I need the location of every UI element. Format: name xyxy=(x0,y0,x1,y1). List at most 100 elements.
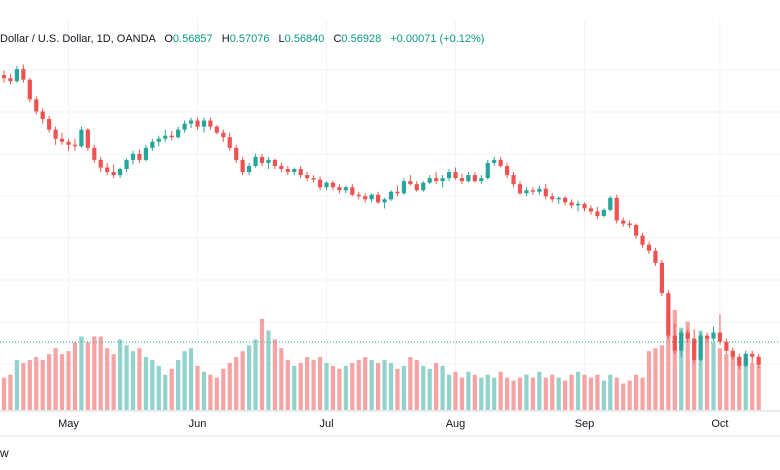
candles xyxy=(1,64,761,369)
candle xyxy=(176,126,181,139)
volume-bar xyxy=(388,362,394,410)
candle xyxy=(743,350,748,368)
candle-body xyxy=(704,335,710,339)
candle-body xyxy=(401,181,406,194)
candle-body xyxy=(253,156,258,166)
volume-bar xyxy=(337,368,342,410)
candle-body xyxy=(350,187,355,195)
candle xyxy=(414,181,419,192)
candle xyxy=(459,173,465,185)
candle xyxy=(724,338,729,354)
volume-bar xyxy=(137,348,142,410)
candle xyxy=(556,196,561,204)
volume-bar xyxy=(163,374,168,410)
volume-bar xyxy=(472,374,477,410)
candle xyxy=(537,185,542,195)
candle xyxy=(98,156,103,173)
candle xyxy=(59,132,65,145)
candle-body xyxy=(427,178,432,183)
candle xyxy=(737,353,742,369)
candle-body xyxy=(292,169,297,173)
volume-bar xyxy=(395,368,400,410)
candle xyxy=(446,169,452,182)
volume-bar xyxy=(111,354,116,410)
candle xyxy=(472,172,477,183)
volume-bar xyxy=(227,362,232,410)
candle xyxy=(40,108,45,124)
candle-body xyxy=(92,147,97,160)
candle xyxy=(130,150,136,165)
volume-bar xyxy=(66,351,71,410)
candle xyxy=(382,197,387,209)
candle xyxy=(240,156,245,176)
candle xyxy=(221,129,226,142)
candle-body xyxy=(408,181,413,185)
candle-body xyxy=(421,182,426,191)
volume-bar xyxy=(653,348,658,410)
candle-body xyxy=(737,356,742,366)
candle-body xyxy=(382,199,387,203)
candle xyxy=(569,199,574,209)
candle-body xyxy=(388,191,394,200)
candle-body xyxy=(627,223,632,226)
candle-body xyxy=(479,178,484,182)
candle xyxy=(530,187,535,195)
volume-bar xyxy=(646,351,652,410)
candle-body xyxy=(524,190,529,194)
volume-bar xyxy=(717,348,723,410)
candle-body xyxy=(537,188,542,192)
legend-close-value: 0.56928 xyxy=(341,33,382,45)
candle xyxy=(388,190,394,201)
candle xyxy=(337,184,342,194)
candle-body xyxy=(363,196,368,200)
candle xyxy=(330,181,336,191)
volume-bar xyxy=(556,377,561,410)
volume-bar xyxy=(130,351,136,410)
volume-bar xyxy=(440,365,445,410)
volume-bar xyxy=(79,336,84,410)
candle xyxy=(279,162,284,173)
candle-body xyxy=(434,178,439,182)
volume-bar xyxy=(582,374,587,410)
candle-body xyxy=(324,182,329,188)
candle-body xyxy=(247,166,252,173)
candle xyxy=(53,126,58,145)
candle-body xyxy=(14,69,19,82)
candle xyxy=(505,162,510,179)
volume-bar xyxy=(530,377,535,410)
volume-bar xyxy=(459,377,465,410)
candle xyxy=(350,184,355,197)
volume-bar xyxy=(724,354,729,410)
candle xyxy=(588,205,594,215)
candle xyxy=(150,138,155,151)
volume-bar xyxy=(150,360,155,410)
candle-body xyxy=(195,120,200,127)
volume-bar xyxy=(40,360,45,410)
candle-body xyxy=(698,335,703,360)
volume-bar xyxy=(421,365,426,410)
volume-bar xyxy=(730,351,735,410)
candle xyxy=(34,96,39,115)
volume-bar xyxy=(272,339,277,410)
volume-bar xyxy=(369,360,374,410)
candle xyxy=(234,144,239,163)
candle xyxy=(750,350,755,363)
ohlc-legend: Dollar / U.S. Dollar, 1D, OANDA O0.56857… xyxy=(0,33,484,45)
candle-body xyxy=(105,167,110,173)
candle-body xyxy=(208,120,213,127)
candle xyxy=(498,156,503,168)
candle xyxy=(672,323,677,354)
candle-body xyxy=(666,293,671,336)
volume-bar xyxy=(363,357,368,410)
candle-body xyxy=(601,209,606,216)
volume-bar xyxy=(756,365,761,410)
candle-body xyxy=(130,153,136,160)
volume-bar xyxy=(214,377,219,410)
volume-bar xyxy=(21,362,26,410)
volume-bar xyxy=(195,365,200,410)
volume-bar xyxy=(279,348,284,410)
candle-body xyxy=(711,332,716,339)
candle-body xyxy=(743,353,748,366)
candle-body xyxy=(492,159,497,163)
